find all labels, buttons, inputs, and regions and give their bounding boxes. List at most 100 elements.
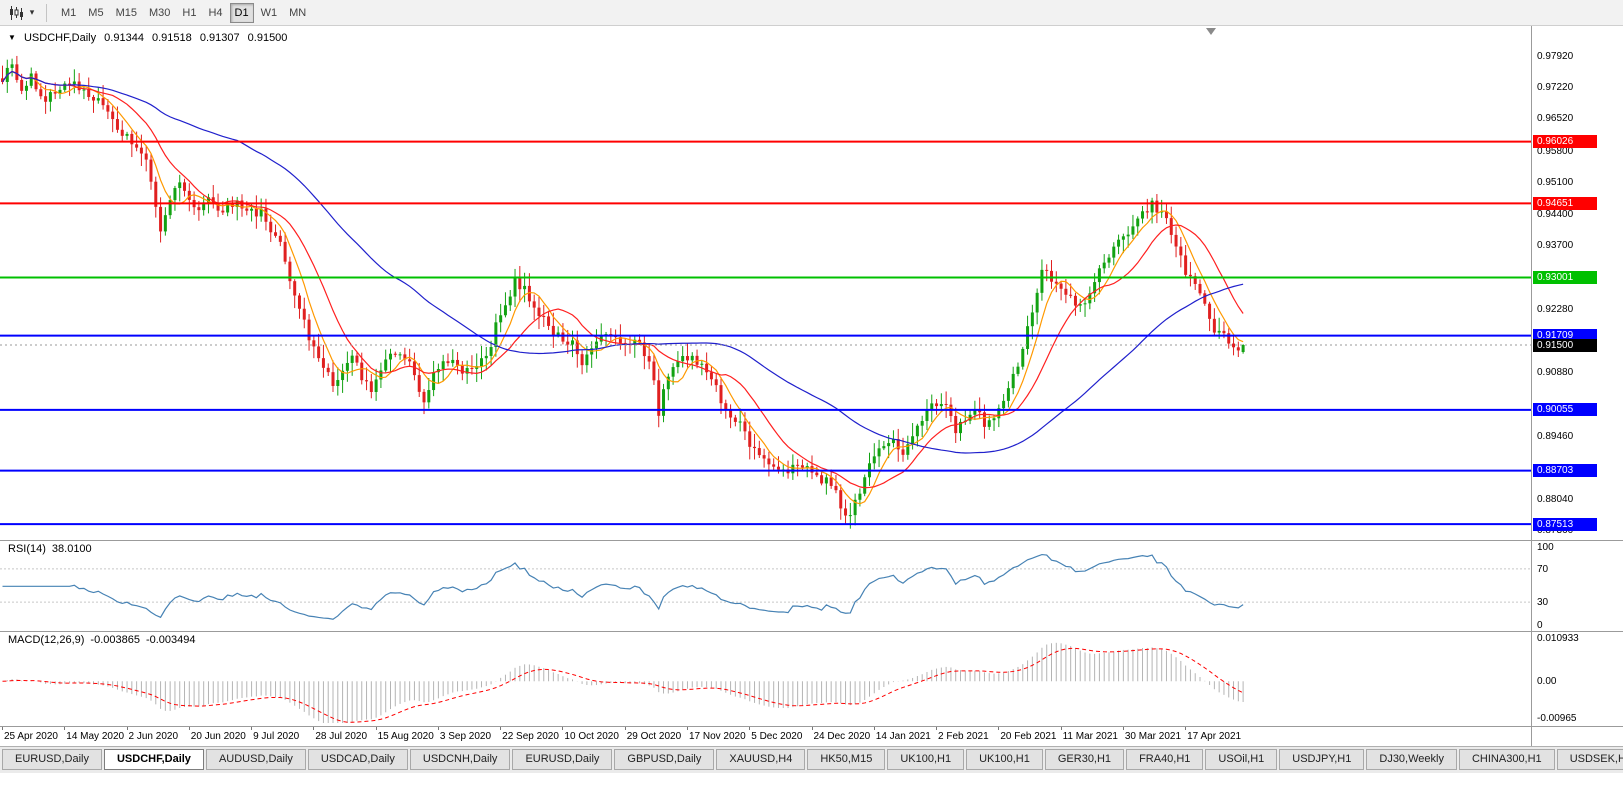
chart-tab[interactable]: DJ30,Weekly: [1366, 749, 1457, 770]
chart-tab[interactable]: CHINA300,H1: [1458, 749, 1555, 770]
chart-tab[interactable]: USDCNH,Daily: [409, 749, 511, 770]
main-chart-canvas[interactable]: [0, 26, 1531, 540]
price-tick-label: 0.94400: [1537, 208, 1574, 220]
timeframe-button-h1[interactable]: H1: [182, 6, 197, 19]
candle-body: [705, 363, 709, 373]
candle-body: [1059, 283, 1063, 289]
timeframe-button-w1[interactable]: W1: [260, 6, 278, 19]
price-axis[interactable]: 0.97920 0.97220 0.96520 0.95800 0.95100 0.944…: [1531, 26, 1623, 746]
chart-tab[interactable]: USDCAD,Daily: [307, 749, 408, 770]
candlestick-chart-glyph: [10, 5, 23, 20]
candle-body: [959, 421, 962, 434]
chart-tab[interactable]: UK100,H1: [887, 749, 965, 770]
chart-tab[interactable]: FRA40,H1: [1126, 749, 1204, 770]
candle-body: [1160, 211, 1164, 213]
candle-body: [925, 409, 929, 421]
ohlc-high-value: 0.91518: [152, 32, 192, 44]
time-axis[interactable]: 25 Apr 2020 14 May 2020 2 Jun 2020 20 Jun 2…: [0, 726, 1531, 746]
timeframe-button-m5[interactable]: M5: [88, 6, 104, 19]
macd-signal-value: -0.003494: [145, 634, 196, 646]
candle-body: [647, 356, 651, 362]
macd-name: MACD(12,26,9): [8, 634, 85, 646]
candle-body: [456, 359, 460, 366]
candle-body: [321, 358, 325, 368]
candle-body: [24, 85, 28, 91]
candle-body: [1002, 400, 1006, 409]
chart-type-dropdown-icon[interactable]: ▾: [29, 7, 35, 17]
candle-body: [829, 477, 833, 486]
chart-tab[interactable]: EURUSD,Daily: [512, 749, 613, 770]
timeframe-button-m15[interactable]: M15: [115, 6, 137, 19]
candle-body: [537, 307, 541, 317]
candle-body: [226, 202, 230, 213]
date-label: 25 Apr 2020: [4, 731, 58, 742]
chart-tab[interactable]: USDSEK,H1: [1556, 749, 1623, 770]
timeframe-buttons: M1 M5 M15 M30 H1 H4 D1 W1 MN: [55, 2, 312, 23]
candle-body: [480, 358, 483, 367]
price-level-badge: 0.90055: [1533, 403, 1597, 417]
candle-body: [221, 210, 225, 213]
pane-separator[interactable]: [0, 631, 1623, 632]
candle-body: [556, 332, 560, 335]
timeframe-button-h4[interactable]: H4: [208, 6, 223, 19]
candle-body: [274, 232, 278, 236]
timeframe-button-m30[interactable]: M30: [148, 6, 171, 19]
candle-body: [87, 89, 91, 97]
candle-body: [527, 285, 531, 302]
chart-tab[interactable]: UK100,H1: [966, 749, 1043, 770]
candle-body: [906, 444, 910, 455]
candle-body: [1088, 293, 1092, 304]
rsi-pane-canvas[interactable]: [0, 540, 1531, 631]
chart-tab[interactable]: GBPUSD,Daily: [614, 749, 715, 770]
candle-body: [1026, 326, 1030, 349]
pane-separator: [0, 726, 1623, 727]
chart-tab[interactable]: XAUUSD,H4: [716, 749, 806, 770]
chart-tab[interactable]: USOil,H1: [1205, 749, 1278, 770]
candle-body: [805, 466, 809, 468]
macd-pane-canvas[interactable]: [0, 631, 1531, 726]
candle-body: [1073, 295, 1077, 306]
macd-indicator-label: MACD(12,26,9) -0.003865 -0.003494: [8, 634, 202, 646]
chart-tab[interactable]: HK50,M15: [807, 749, 886, 770]
chart-tab[interactable]: GER30,H1: [1044, 749, 1125, 770]
candle-body: [365, 380, 369, 382]
candle-body: [882, 446, 886, 449]
timeframe-button-m1[interactable]: M1: [61, 6, 77, 19]
candle-body: [1117, 239, 1121, 247]
candle-body: [211, 197, 215, 203]
chart-tab[interactable]: USDJPY,H1: [1279, 749, 1365, 770]
candle-body: [374, 379, 378, 392]
symbol-dropdown-icon[interactable]: ▼: [8, 33, 16, 42]
candle-body: [709, 372, 713, 380]
date-label: 22 Sep 2020: [502, 731, 559, 742]
price-tick-label: 0.95100: [1537, 177, 1574, 189]
candle-body: [1112, 246, 1116, 258]
candle-body: [935, 403, 939, 407]
chart-type-icon[interactable]: [6, 3, 26, 23]
chart-shift-marker-icon[interactable]: [1206, 28, 1216, 35]
chart-tab[interactable]: AUDUSD,Daily: [205, 749, 306, 770]
timeframe-button-d1[interactable]: D1: [229, 2, 254, 23]
pane-separator[interactable]: [0, 540, 1623, 541]
macd-main-value: -0.003865: [90, 634, 140, 646]
chart-tab[interactable]: EURUSD,Daily: [2, 749, 102, 770]
time-tick: [437, 726, 439, 730]
time-tick: [251, 726, 253, 730]
candle-body: [1169, 218, 1173, 235]
chart-tab[interactable]: USDCHF,Daily: [103, 749, 204, 770]
candle-body: [748, 431, 752, 447]
candle-body: [259, 208, 263, 217]
candle-body: [82, 89, 86, 91]
candle-body: [968, 414, 972, 421]
date-label: 29 Oct 2020: [626, 731, 682, 742]
candle-body: [1164, 211, 1168, 219]
date-label: 17 Apr 2021: [1187, 731, 1242, 742]
chart-area[interactable]: ▼ USDCHF,Daily 0.91344 0.91518 0.91307 0…: [0, 26, 1531, 746]
chart-ohlc-header: ▼ USDCHF,Daily 0.91344 0.91518 0.91307 0…: [8, 32, 292, 44]
candle-body: [499, 315, 503, 323]
timeframe-button-mn[interactable]: MN: [289, 6, 307, 19]
time-tick: [749, 726, 751, 730]
price-level-badge: 0.94651: [1533, 196, 1597, 210]
time-tick: [313, 726, 315, 730]
time-tick: [1122, 726, 1124, 730]
